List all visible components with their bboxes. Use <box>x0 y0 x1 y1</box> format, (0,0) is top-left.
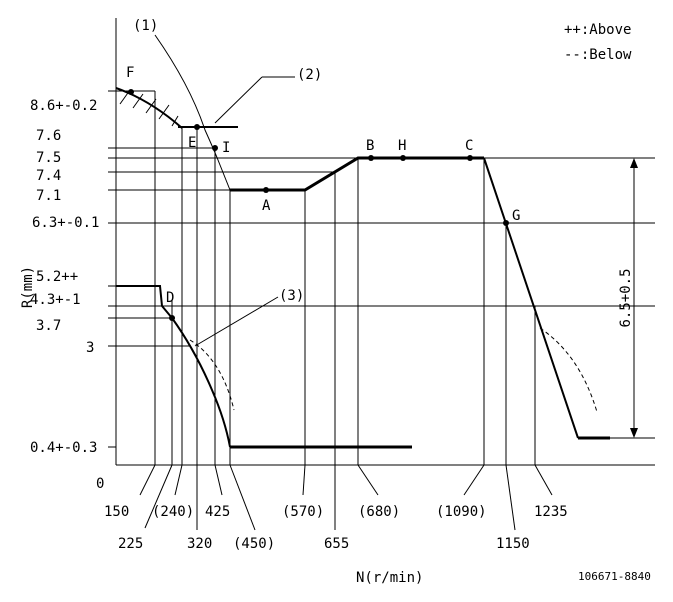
y-label-8-6: 8.6+-0.2 <box>30 98 97 114</box>
x-label-425: 425 <box>205 504 230 520</box>
curve-1 <box>154 34 231 191</box>
callout-2: (2) <box>297 67 322 83</box>
full-load-curve <box>230 156 484 192</box>
point-E <box>194 124 200 130</box>
below-dashed-2 <box>539 327 598 413</box>
label-E: E <box>188 135 196 151</box>
callout-3-leader <box>194 296 279 347</box>
x-label-225: 225 <box>118 536 143 552</box>
label-C: C <box>465 138 473 154</box>
y-label-7-1: 7.1 <box>36 188 61 204</box>
y-label-7-6: 7.6 <box>36 128 61 144</box>
label-I: I <box>222 140 230 156</box>
dim-arrow-top <box>630 158 638 168</box>
x-leader <box>302 464 306 496</box>
point-G <box>503 220 509 226</box>
y-label-7-5: 7.5 <box>36 150 61 166</box>
below-dashed-1 <box>189 339 235 411</box>
label-F: F <box>126 65 134 81</box>
x-label-240: (240) <box>152 504 194 520</box>
governor-curve <box>483 157 579 439</box>
label-G: G <box>512 208 520 224</box>
x-leader <box>174 464 183 496</box>
y-label-4-3: 4.3+-1 <box>30 292 81 308</box>
point-A <box>263 187 269 193</box>
x-leader <box>229 464 256 531</box>
x-leader <box>357 464 379 496</box>
point-B <box>368 155 374 161</box>
dimension-label: 6.5+0.5 <box>618 268 634 327</box>
label-D: D <box>166 290 174 306</box>
legend-below: --:Below <box>564 47 632 63</box>
x-axis-title: N(r/min) <box>356 570 423 586</box>
origin-label: 0 <box>96 476 104 492</box>
x-label-570: (570) <box>282 504 324 520</box>
x-leader <box>534 464 553 496</box>
y-label-5-2: 5.2++ <box>36 269 78 285</box>
point-H <box>400 155 406 161</box>
point-C <box>467 155 473 161</box>
legend-above: ++:Above <box>564 22 631 38</box>
callout-3: (3) <box>279 288 304 304</box>
x-label-655: 655 <box>324 536 349 552</box>
x-label-320: 320 <box>187 536 212 552</box>
callout-1: (1) <box>133 18 158 34</box>
x-leader <box>505 464 516 531</box>
hatch-lines <box>119 89 179 127</box>
label-H: H <box>398 138 406 154</box>
y-label-7-4: 7.4 <box>36 168 61 184</box>
hatch-boundary <box>115 87 183 129</box>
point-F <box>128 89 134 95</box>
dim-arrow-bottom <box>630 428 638 438</box>
x-leader <box>139 464 156 496</box>
x-label-680: (680) <box>358 504 400 520</box>
y-axis-title: R(mm) <box>20 266 36 308</box>
y-label-3-7: 3.7 <box>36 318 61 334</box>
x-label-1150: 1150 <box>496 536 530 552</box>
start-curve <box>116 285 173 319</box>
label-A: A <box>262 198 271 214</box>
x-leader <box>214 464 223 496</box>
y-label-3: 3 <box>86 340 94 356</box>
y-label-0-4: 0.4+-0.3 <box>30 440 97 456</box>
callout-2-leader <box>214 76 263 124</box>
y-label-6-3: 6.3+-0.1 <box>32 215 99 231</box>
x-leader <box>463 464 485 496</box>
point-I <box>212 145 218 151</box>
x-label-1090: (1090) <box>436 504 487 520</box>
x-label-1235: 1235 <box>534 504 568 520</box>
x-label-450: (450) <box>233 536 275 552</box>
lower-curve <box>171 317 231 448</box>
point-D <box>169 315 175 321</box>
x-label-150: 150 <box>104 504 129 520</box>
label-B: B <box>366 138 374 154</box>
drawing-code: 106671-8840 <box>578 570 651 583</box>
x-leader <box>144 464 173 529</box>
